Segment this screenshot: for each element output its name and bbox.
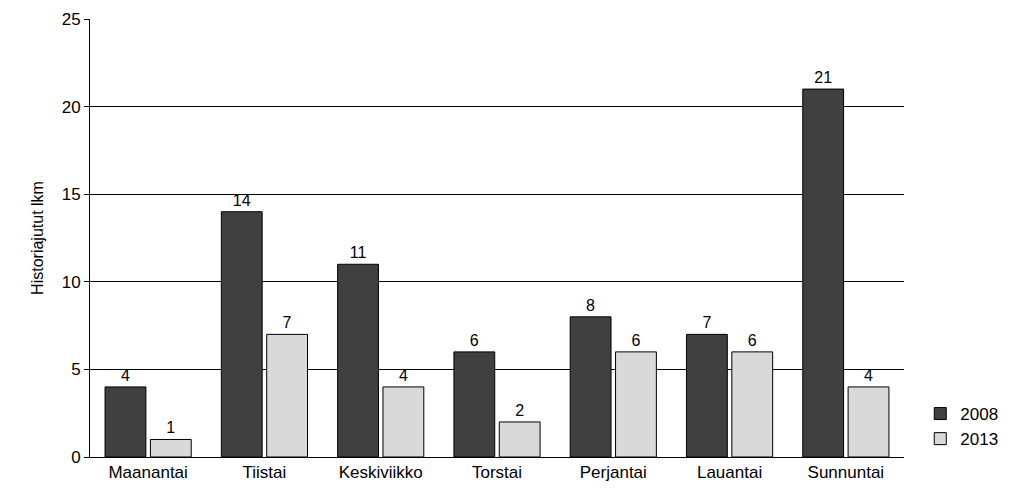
svg-text:7: 7 bbox=[702, 314, 711, 331]
svg-text:4: 4 bbox=[121, 367, 130, 384]
svg-text:Keskiviikko: Keskiviikko bbox=[339, 463, 423, 482]
svg-text:5: 5 bbox=[71, 360, 80, 379]
svg-text:21: 21 bbox=[814, 69, 832, 86]
svg-text:6: 6 bbox=[470, 332, 479, 349]
svg-text:14: 14 bbox=[233, 192, 251, 209]
svg-text:10: 10 bbox=[62, 273, 81, 292]
svg-text:2: 2 bbox=[515, 402, 524, 419]
svg-text:4: 4 bbox=[399, 367, 408, 384]
svg-text:8: 8 bbox=[586, 297, 595, 314]
svg-text:4: 4 bbox=[864, 367, 873, 384]
svg-text:6: 6 bbox=[748, 332, 757, 349]
svg-text:Historiajutut lkm: Historiajutut lkm bbox=[29, 181, 46, 295]
svg-text:2008: 2008 bbox=[960, 405, 998, 424]
svg-text:7: 7 bbox=[283, 314, 292, 331]
svg-text:15: 15 bbox=[62, 185, 81, 204]
svg-text:0: 0 bbox=[71, 448, 80, 467]
svg-text:Maanantai: Maanantai bbox=[108, 463, 187, 482]
svg-text:1: 1 bbox=[166, 419, 175, 436]
svg-text:Lauantai: Lauantai bbox=[697, 463, 762, 482]
svg-text:6: 6 bbox=[631, 332, 640, 349]
svg-text:11: 11 bbox=[350, 244, 367, 261]
svg-text:20: 20 bbox=[62, 98, 81, 117]
svg-text:Perjantai: Perjantai bbox=[580, 463, 647, 482]
svg-text:Sunnuntai: Sunnuntai bbox=[808, 463, 885, 482]
svg-text:2013: 2013 bbox=[960, 430, 998, 449]
svg-text:Tiistai: Tiistai bbox=[243, 463, 287, 482]
svg-text:Torstai: Torstai bbox=[472, 463, 522, 482]
svg-text:25: 25 bbox=[62, 10, 81, 29]
